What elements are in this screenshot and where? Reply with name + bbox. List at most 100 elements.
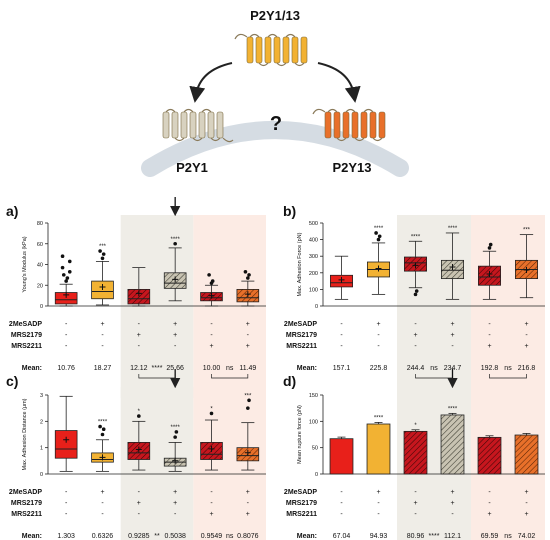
y-tick-label: 0 [40, 304, 43, 310]
condition-symbol: + [173, 500, 177, 507]
condition-symbol: + [450, 321, 454, 328]
bar-4 [440, 412, 465, 475]
mean-value: 67.04 [333, 533, 351, 540]
outlier-point [173, 241, 177, 246]
outlier-point [243, 269, 248, 274]
condition-symbol: - [210, 489, 213, 496]
condition-symbol: - [65, 511, 68, 518]
y-tick-label: 1 [40, 446, 43, 452]
y-axis-label: Max. Adhesion Force (pN) [297, 232, 303, 296]
condition-label: MRS2179 [286, 500, 317, 507]
outlier-point [65, 276, 70, 280]
condition-label: MRS2211 [286, 511, 317, 518]
mean-marker [338, 276, 345, 283]
condition-symbol: - [247, 500, 250, 507]
significance-label: **** [170, 237, 180, 243]
helix [300, 36, 308, 64]
y-tick-label: 0 [315, 304, 318, 310]
condition-label: 2MeSADP [9, 489, 42, 496]
condition-symbol: + [524, 321, 528, 328]
condition-symbol: - [525, 500, 528, 507]
significance-label: **** [98, 420, 108, 426]
condition-symbol: + [450, 332, 454, 339]
panel-b: b) 0 100 200 300 400 500 Max. Adhesion Force (p… [283, 203, 545, 398]
condition-symbol: - [414, 321, 417, 328]
bar-1 [329, 436, 354, 475]
p2y13-group-shade [193, 215, 266, 398]
condition-symbol: + [100, 321, 104, 328]
y-tick-label: 40 [37, 263, 43, 269]
outlier-point [414, 289, 419, 293]
box-body [127, 288, 151, 305]
helix [171, 111, 179, 139]
outlier-point [101, 252, 106, 256]
bar-5 [477, 435, 502, 475]
condition-symbol: - [488, 500, 491, 507]
significance-label: **** [170, 425, 180, 431]
loop [327, 108, 383, 142]
top-receptor-label: P2Y1/13 [250, 8, 300, 23]
box-6 [515, 234, 539, 299]
helix [324, 111, 332, 139]
condition-symbol: - [101, 511, 104, 518]
y-axis-label: Mean rupture force (pN) [297, 405, 303, 464]
condition-symbol: - [488, 332, 491, 339]
mean-value: 0.6326 [92, 533, 114, 540]
y-tick-label: 300 [309, 254, 318, 260]
condition-symbol: + [524, 511, 528, 518]
condition-label: 2MeSADP [9, 321, 42, 328]
comparison-bracket: **** [429, 533, 440, 540]
loop [249, 33, 305, 67]
bar [440, 414, 465, 475]
box-2 [91, 424, 114, 472]
helix [369, 111, 377, 139]
significance-label: *** [523, 228, 531, 234]
condition-symbol: + [209, 343, 213, 350]
mean-value: 234.7 [444, 365, 462, 372]
bar-2 [366, 422, 391, 475]
helix [378, 111, 386, 139]
condition-symbol: - [138, 511, 141, 518]
mean-label: Mean: [297, 533, 317, 540]
box-4 [440, 232, 464, 300]
helix [264, 36, 272, 64]
mean-label: Mean: [22, 365, 42, 372]
condition-label: MRS2211 [11, 511, 42, 518]
box-4 [163, 430, 187, 472]
condition-symbol: + [137, 500, 141, 507]
p2y1-group-shade [120, 215, 194, 398]
helix [180, 111, 188, 139]
significance-label: * [138, 409, 141, 415]
helix [189, 111, 197, 139]
significance-label: * [414, 423, 417, 429]
condition-label: MRS2179 [286, 332, 317, 339]
helix [255, 36, 263, 64]
outlier-point [413, 292, 418, 297]
mean-value: 0.5038 [164, 533, 186, 540]
condition-symbol: + [100, 489, 104, 496]
right-receptor-label: P2Y13 [332, 160, 371, 175]
panel-label: d) [283, 373, 296, 389]
outlier-point [98, 424, 102, 429]
mean-marker [244, 449, 251, 456]
mean-value: 0.9549 [201, 533, 223, 540]
condition-symbol: + [487, 511, 491, 518]
mean-label: Mean: [297, 365, 317, 372]
condition-symbol: - [138, 489, 141, 496]
condition-symbol: - [65, 500, 68, 507]
outlier-point [100, 256, 105, 261]
significance-label: **** [448, 406, 458, 412]
helix [207, 111, 215, 139]
bracket-significance: ns [226, 533, 234, 540]
outlier-point [487, 246, 492, 250]
bar [366, 423, 391, 475]
condition-label: 2MeSADP [284, 489, 317, 496]
mean-marker [449, 264, 456, 271]
condition-symbol: - [138, 321, 141, 328]
box-1 [329, 255, 353, 300]
helix [333, 111, 341, 139]
condition-symbol: - [340, 332, 343, 339]
left-receptor-icon [162, 108, 234, 143]
outlier-point [64, 279, 68, 283]
